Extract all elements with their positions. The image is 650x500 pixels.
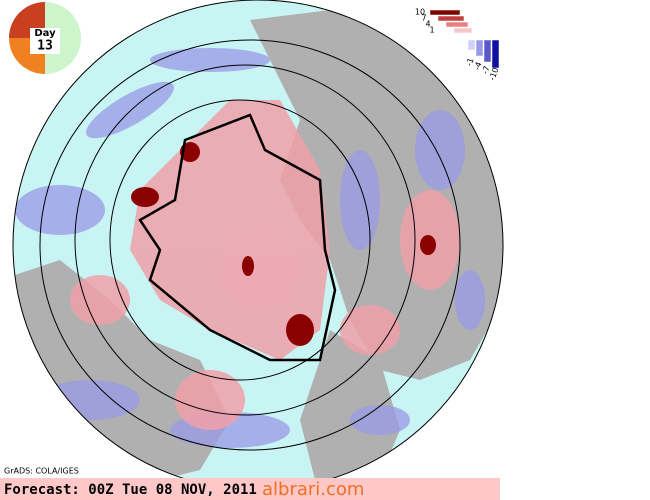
legend-label: 1 xyxy=(429,26,434,35)
legend-swatch xyxy=(453,27,473,34)
legend-swatch xyxy=(437,15,465,22)
legend-swatch xyxy=(491,39,500,69)
land-eurasia xyxy=(250,10,503,380)
legend-swatch xyxy=(483,39,492,63)
positive-anomalies xyxy=(70,100,460,430)
footer-bar xyxy=(0,478,500,500)
legend-swatch xyxy=(429,9,461,16)
legend-label: -4 xyxy=(472,61,483,72)
polar-map xyxy=(13,0,503,490)
badge-number: 13 xyxy=(37,39,53,54)
credit: GrADS: COLA/IGES xyxy=(4,467,79,476)
legend-label: -7 xyxy=(480,65,491,76)
badge-label: Day xyxy=(34,28,56,39)
legend-label: 7 xyxy=(421,14,426,23)
legend-label: -1 xyxy=(464,57,475,68)
legend-label: 4 xyxy=(425,20,430,29)
badge-box xyxy=(30,28,60,54)
legend-swatch xyxy=(475,39,484,57)
legend-swatch xyxy=(467,39,476,51)
day-badge: Day 13 xyxy=(9,2,81,74)
legend-label: 10 xyxy=(415,8,425,17)
forecast-label: Forecast: 00Z Tue 08 NOV, 2011 xyxy=(4,482,257,498)
legend-label: -10 xyxy=(488,66,501,81)
contours xyxy=(39,39,461,451)
legend-swatch xyxy=(445,21,469,28)
watermark: albrari.com xyxy=(262,479,364,500)
land-africa xyxy=(300,330,400,490)
